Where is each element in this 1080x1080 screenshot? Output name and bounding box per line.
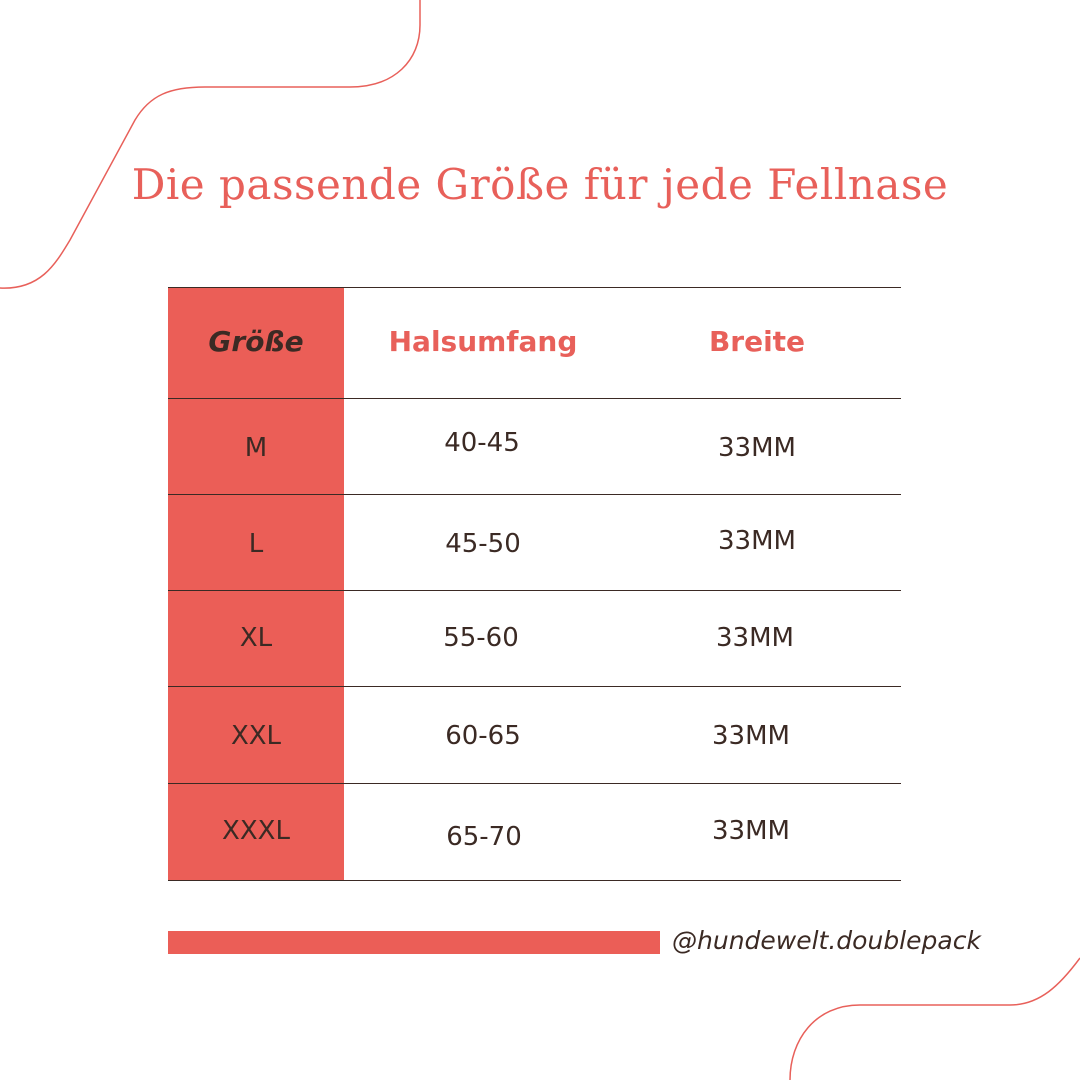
cell-neck: 45-50	[445, 529, 521, 559]
cell-size: XXXL	[222, 816, 290, 846]
cell-size: M	[244, 433, 268, 463]
cell-neck: 40-45	[444, 428, 520, 458]
header-neck-circumference: Halsumfang	[388, 325, 578, 358]
top-left-curve	[0, 0, 421, 289]
table-row-divider	[168, 686, 901, 687]
table-bottom-border	[168, 880, 901, 881]
cell-width: 33MM	[712, 816, 790, 846]
cell-size: XL	[239, 623, 273, 653]
header-size: Größe	[208, 325, 304, 358]
cell-size: XXL	[230, 721, 282, 751]
cell-width: 33MM	[716, 623, 794, 653]
social-handle: @hundewelt.doublepack	[672, 926, 981, 955]
bottom-right-curve	[789, 957, 1080, 1080]
size-column-background	[168, 287, 344, 880]
table-row-divider	[168, 494, 901, 495]
cell-width: 33MM	[718, 526, 796, 556]
footer-accent-bar	[168, 931, 660, 954]
cell-width: 33MM	[718, 433, 796, 463]
table-row-divider	[168, 783, 901, 784]
table-row-divider	[168, 590, 901, 591]
cell-size: L	[248, 529, 264, 559]
cell-neck: 60-65	[445, 721, 521, 751]
cell-neck: 55-60	[443, 623, 519, 653]
cell-width: 33MM	[712, 721, 790, 751]
cell-neck: 65-70	[446, 822, 522, 852]
header-width: Breite	[708, 325, 806, 358]
page-title: Die passende Größe für jede Fellnase	[131, 160, 949, 209]
table-top-border	[168, 287, 901, 288]
table-row-divider	[168, 398, 901, 399]
